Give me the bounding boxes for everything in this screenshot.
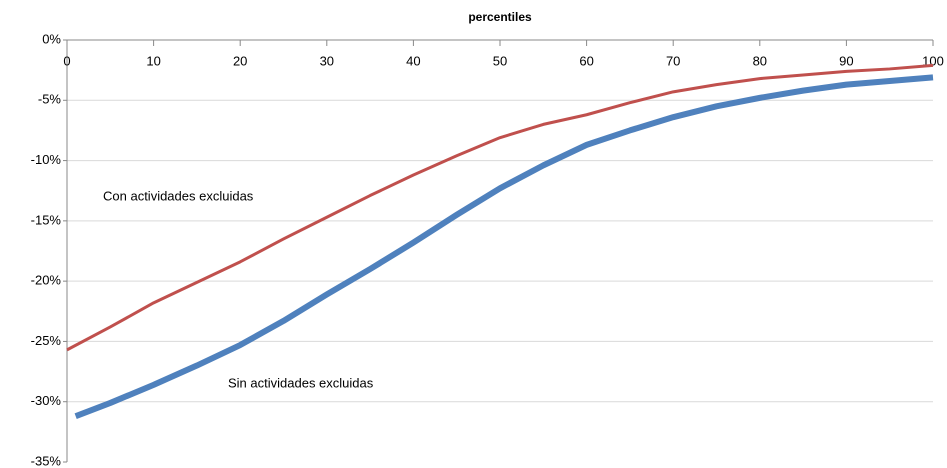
- y-tick-label: -15%: [31, 212, 62, 227]
- y-tick-label: -20%: [31, 273, 62, 288]
- x-tick-label: 10: [146, 53, 160, 68]
- chart-title: percentiles: [468, 10, 532, 24]
- series-label: Sin actividades excluidas: [228, 375, 374, 390]
- y-tick-label: -10%: [31, 152, 62, 167]
- x-tick-label: 50: [493, 53, 507, 68]
- series-label: Con actividades excluidas: [103, 188, 254, 203]
- x-tick-label: 30: [320, 53, 334, 68]
- x-tick-label: 80: [753, 53, 767, 68]
- x-tick-label: 70: [666, 53, 680, 68]
- series-line: [66, 63, 934, 352]
- x-tick-label: 90: [839, 53, 853, 68]
- y-tick-label: 0%: [42, 31, 61, 46]
- x-tick-label: 0: [63, 53, 70, 68]
- y-tick-label: -5%: [38, 92, 62, 107]
- y-tick-label: -35%: [31, 453, 62, 468]
- x-tick-label: 40: [406, 53, 420, 68]
- y-tick-label: -25%: [31, 333, 62, 348]
- x-tick-label: 20: [233, 53, 247, 68]
- x-tick-label: 60: [579, 53, 593, 68]
- series-line: [74, 74, 934, 419]
- y-tick-label: -30%: [31, 393, 62, 408]
